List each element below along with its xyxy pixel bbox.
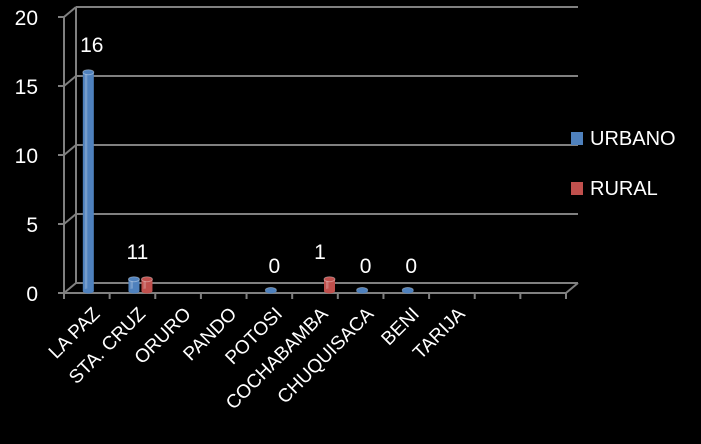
bar-urbano xyxy=(128,279,140,291)
legend-swatch-rural xyxy=(571,182,583,195)
gridline-depth xyxy=(63,213,77,225)
bar-rural xyxy=(141,279,153,291)
y-tick-label: 5 xyxy=(26,214,38,237)
bar-base xyxy=(402,288,414,294)
bar-highlight xyxy=(84,72,88,291)
data-label: 16 xyxy=(80,34,103,57)
bar-base xyxy=(356,288,368,294)
gridline-depth xyxy=(63,6,77,18)
y-tick-label: 15 xyxy=(15,76,38,99)
bar-base xyxy=(141,288,153,294)
gridline-depth xyxy=(63,75,77,87)
legend-label: URBANO xyxy=(590,128,676,150)
data-label: 0 xyxy=(269,255,281,278)
gridlines xyxy=(63,6,578,294)
bar-cap xyxy=(323,276,336,283)
bar-urbano xyxy=(82,72,94,291)
y-tick-label: 0 xyxy=(26,283,38,306)
bar-base xyxy=(128,288,140,294)
data-label: 0 xyxy=(360,255,372,278)
bar-base xyxy=(265,288,277,294)
bar-cap xyxy=(127,276,140,283)
data-label: 11 xyxy=(127,241,149,264)
bar-rural xyxy=(324,279,335,291)
bar-cap xyxy=(140,276,153,283)
y-tick-label: 20 xyxy=(15,7,38,30)
data-labels: 16 11 0 1 0 0 xyxy=(80,34,417,278)
category-label: TARIJA xyxy=(409,303,469,363)
bar-highlight xyxy=(130,279,133,291)
gridline-depth xyxy=(63,144,77,156)
data-label: 1 xyxy=(314,241,326,264)
bar-base xyxy=(324,288,335,294)
gridline-depth xyxy=(63,282,77,294)
data-label: 0 xyxy=(405,255,417,278)
y-tick-label: 10 xyxy=(15,145,38,168)
bars xyxy=(82,69,414,294)
bar-highlight xyxy=(326,279,329,291)
legend-swatch-urbano xyxy=(571,132,583,145)
bar-base xyxy=(82,288,94,294)
bar-highlight xyxy=(143,279,146,291)
legend: URBANO RURAL xyxy=(571,128,676,200)
y-tick-labels: 0 5 10 15 20 xyxy=(15,7,38,306)
legend-label: RURAL xyxy=(590,178,658,200)
x-axis-depth xyxy=(565,282,579,294)
bar-cap xyxy=(82,69,95,76)
